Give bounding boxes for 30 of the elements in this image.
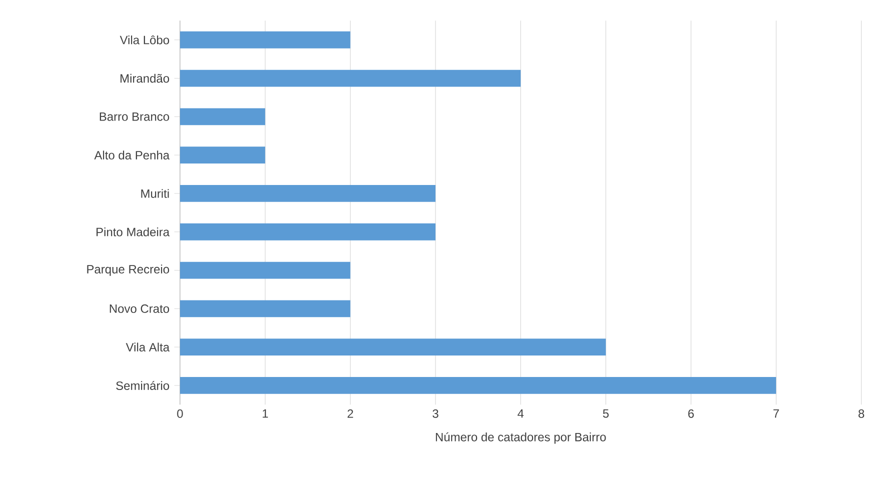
- y-tick-label: Vila Lôbo: [120, 35, 170, 44]
- bar: [180, 262, 350, 279]
- bar: [180, 223, 436, 240]
- x-tick-label: 8: [858, 409, 864, 418]
- y-tick-label: Vila Alta: [126, 342, 170, 352]
- bar: [180, 146, 266, 164]
- bar: [180, 31, 350, 48]
- x-tick-label: 2: [348, 409, 354, 418]
- y-tick-label: Novo Crato: [110, 304, 170, 313]
- y-tick-label: Alto da Penha: [94, 150, 170, 160]
- bar: [180, 108, 266, 126]
- y-tick-label: Pinto Madeira: [96, 227, 170, 236]
- x-axis-title: Número de catadores por Bairro: [436, 432, 606, 444]
- y-tick-label: Mirandão: [120, 74, 170, 83]
- x-tick-label: 6: [688, 409, 694, 418]
- x-tick-label: 7: [773, 409, 779, 418]
- x-tick-label: 4: [518, 409, 524, 418]
- y-tick-label: Seminário: [116, 380, 170, 390]
- y-tick-label: Barro Branco: [100, 112, 170, 121]
- bar: [180, 377, 776, 394]
- y-tick-label: Parque Recreio: [87, 264, 170, 276]
- bar: [180, 70, 521, 87]
- x-tick-label: 3: [432, 409, 438, 418]
- bar: [180, 338, 606, 356]
- y-tick-label: Muriti: [141, 189, 169, 198]
- bar: [180, 300, 350, 318]
- bar: [180, 185, 436, 202]
- x-tick-label: 1: [262, 409, 268, 418]
- x-tick-label: 0: [177, 409, 183, 418]
- x-tick-label: 5: [602, 409, 609, 418]
